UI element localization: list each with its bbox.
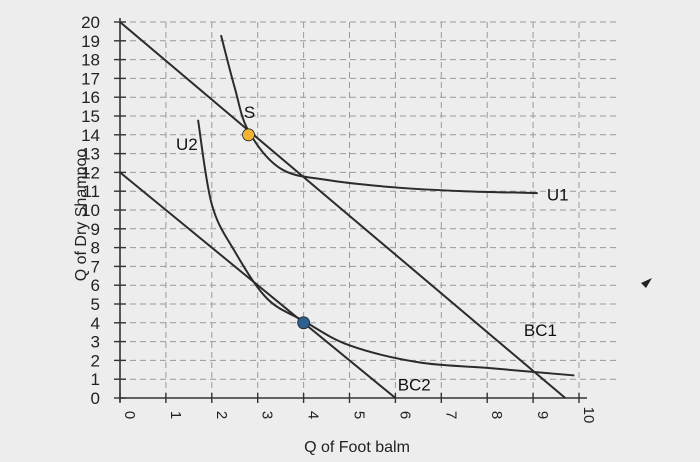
point-marker [297, 316, 311, 330]
y-tick-label: 3 [91, 333, 100, 352]
label-bc1: BC1 [524, 321, 557, 340]
y-tick-label: 6 [91, 276, 100, 295]
label-u1: U1 [547, 186, 569, 205]
y-tick-label: 9 [91, 220, 100, 239]
cursor-arrow-icon [641, 278, 652, 288]
x-tick-label: 8 [488, 411, 505, 419]
series-layer [119, 21, 575, 399]
y-tick-label: 12 [81, 163, 100, 182]
y-tick-label: 19 [81, 32, 100, 51]
y-axis-title: Q of Dry Shampoo [73, 149, 90, 282]
y-tick-label: 13 [81, 145, 100, 164]
point-marker [242, 128, 255, 142]
y-tick-label: 4 [91, 314, 100, 333]
label-u2: U2 [176, 135, 198, 154]
x-tick-label: 9 [534, 411, 551, 419]
y-tick-label: 11 [82, 182, 100, 201]
y-tick-label: 17 [81, 69, 100, 88]
y-tick-label: 1 [91, 370, 100, 389]
x-tick-label: 7 [442, 411, 459, 419]
y-tick-label: 5 [91, 295, 100, 314]
y-tick-label: 0 [91, 389, 100, 408]
label-s: S [244, 103, 255, 122]
y-tick-label: 14 [81, 126, 100, 145]
x-tick-label: 1 [167, 411, 184, 419]
y-tick-label: 20 [81, 13, 100, 32]
x-tick-label: 10 [580, 407, 597, 424]
x-tick-label: 3 [259, 411, 276, 419]
labels-layer: S U1 U2 BC1 BC2 [176, 103, 569, 395]
y-tick-label: 7 [91, 257, 100, 276]
y-tick-label: 10 [81, 201, 100, 220]
series-u1 [220, 34, 538, 195]
points-layer [242, 128, 311, 330]
y-tick-label: 15 [81, 107, 100, 126]
x-tick-label: 4 [305, 411, 322, 419]
y-tick-label: 8 [91, 239, 100, 258]
label-bc2: BC2 [398, 375, 431, 394]
series-bc2 [119, 171, 397, 399]
x-tick-label: 6 [396, 411, 413, 419]
x-tick-label: 0 [121, 411, 138, 419]
y-tick-label: 16 [81, 88, 100, 107]
series-bc1 [119, 21, 566, 399]
x-axis-title: Q of Foot balm [304, 439, 410, 456]
y-tick-label: 18 [81, 51, 100, 70]
y-tick-label: 2 [91, 351, 100, 370]
x-tick-label: 2 [213, 411, 230, 419]
grid [120, 21, 619, 398]
x-tick-label: 5 [351, 411, 368, 419]
